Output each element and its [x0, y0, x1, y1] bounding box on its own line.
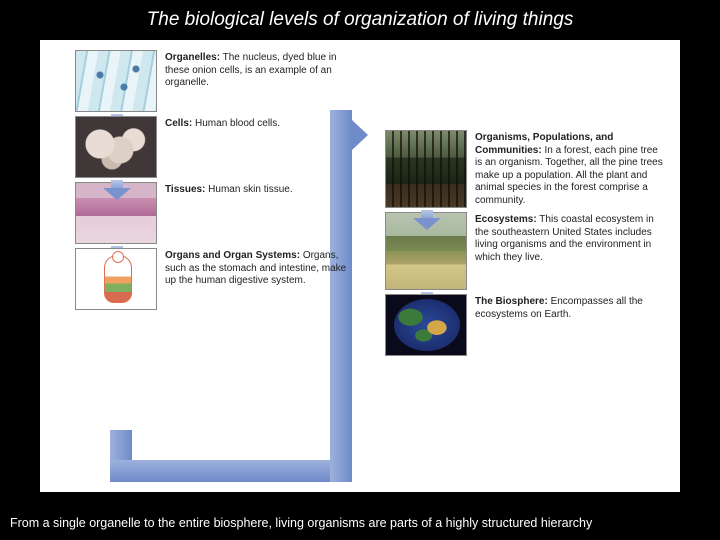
desc-organisms: Organisms, Populations, and Communities:… [475, 130, 665, 207]
heading: The Biosphere: [475, 296, 548, 307]
level-biosphere: The Biosphere: Encompasses all the ecosy… [385, 294, 665, 356]
body-text: Human blood cells. [192, 118, 280, 129]
level-organs: Organs and Organ Systems: Organs, such a… [75, 248, 355, 310]
connector-segment [110, 460, 350, 482]
level-organelles: Organelles: The nucleus, dyed blue in th… [75, 50, 355, 112]
page-title: The biological levels of organization of… [0, 0, 720, 40]
desc-organelles: Organelles: The nucleus, dyed blue in th… [165, 50, 355, 90]
left-column: Organelles: The nucleus, dyed blue in th… [75, 50, 355, 314]
diagram-panel: Organelles: The nucleus, dyed blue in th… [40, 40, 680, 492]
thumb-organelles [75, 50, 157, 112]
thumb-cells [75, 116, 157, 178]
desc-tissues: Tissues: Human skin tissue. [165, 182, 293, 197]
heading: Tissues: [165, 184, 205, 195]
right-column: Organisms, Populations, and Communities:… [385, 130, 665, 360]
level-organisms: Organisms, Populations, and Communities:… [385, 130, 665, 208]
desc-cells: Cells: Human blood cells. [165, 116, 280, 131]
level-cells: Cells: Human blood cells. [75, 116, 355, 178]
body-text: Human skin tissue. [205, 184, 292, 195]
thumb-organs [75, 248, 157, 310]
heading: Ecosystems: [475, 214, 537, 225]
desc-biosphere: The Biosphere: Encompasses all the ecosy… [475, 294, 665, 321]
heading: Cells: [165, 118, 192, 129]
heading: Organelles: [165, 52, 220, 63]
thumb-forest [385, 130, 467, 208]
thumb-biosphere [385, 294, 467, 356]
footer-caption: From a single organelle to the entire bi… [0, 508, 720, 540]
heading: Organs and Organ Systems: [165, 250, 300, 261]
desc-organs: Organs and Organ Systems: Organs, such a… [165, 248, 355, 288]
desc-ecosystems: Ecosystems: This coastal ecosystem in th… [475, 212, 665, 264]
